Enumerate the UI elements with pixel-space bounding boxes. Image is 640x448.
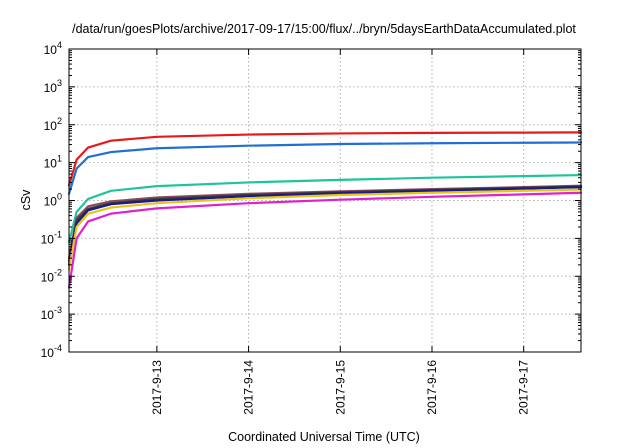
- y-axis-label: cSv: [19, 189, 33, 211]
- series-line-3: [67, 173, 583, 244]
- x-tick-label: 2017-9-13: [150, 360, 164, 415]
- y-tick-label: 104: [44, 40, 62, 57]
- y-tick-label: 10-1: [41, 229, 62, 246]
- y-tick-label: 10-3: [41, 305, 62, 322]
- series-line-8: [67, 191, 583, 289]
- series-group: [67, 131, 583, 289]
- y-tick-label: 101: [44, 154, 62, 171]
- x-tick-label: 2017-9-14: [242, 360, 256, 415]
- x-tick-label: 2017-9-16: [425, 360, 439, 415]
- chart-title: /data/run/goesPlots/archive/2017-09-17/1…: [72, 22, 576, 36]
- series-line-2: [67, 141, 583, 195]
- series-line-7: [67, 188, 583, 271]
- x-axis-label: Coordinated Universal Time (UTC): [228, 430, 420, 444]
- x-tick-label: 2017-9-15: [333, 360, 347, 415]
- series-line-6: [67, 186, 583, 266]
- y-tick-label: 100: [44, 192, 62, 209]
- y-tick-label: 103: [44, 78, 62, 95]
- y-tick-label: 102: [44, 116, 62, 133]
- y-tick-label: 10-4: [41, 343, 62, 360]
- y-tick-label: 10-2: [41, 267, 62, 284]
- axis-ticks: 10-4 10-3 10-2 10-1 100 101 102 103 104 2017-9-13…: [41, 40, 581, 415]
- series-line-1: [67, 131, 583, 187]
- x-tick-label: 2017-9-17: [517, 360, 531, 415]
